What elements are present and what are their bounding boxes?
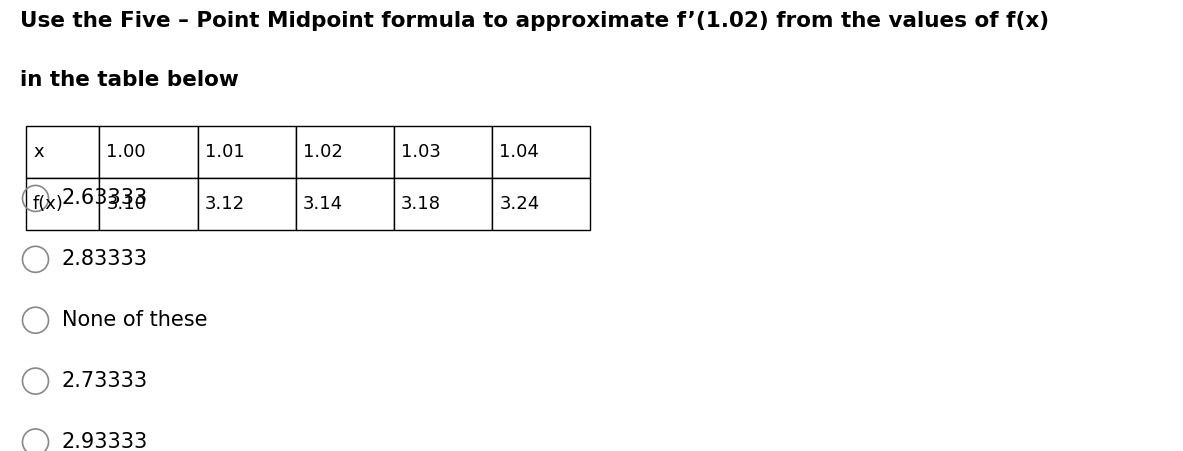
Bar bbox=[296, 178, 394, 230]
Text: f(x): f(x) bbox=[33, 195, 64, 213]
Text: 3.14: 3.14 bbox=[303, 195, 343, 213]
Bar bbox=[492, 126, 590, 178]
Text: 1.01: 1.01 bbox=[205, 143, 245, 161]
Text: 1.02: 1.02 bbox=[303, 143, 343, 161]
Text: 2.83333: 2.83333 bbox=[62, 249, 148, 269]
Text: 2.93333: 2.93333 bbox=[62, 432, 148, 451]
Text: 3.10: 3.10 bbox=[106, 195, 147, 213]
Text: Use the Five – Point Midpoint formula to approximate f’(1.02) from the values of: Use the Five – Point Midpoint formula to… bbox=[20, 11, 1049, 31]
Text: 2.63333: 2.63333 bbox=[62, 189, 148, 208]
Text: 1.04: 1.04 bbox=[499, 143, 539, 161]
Text: 3.12: 3.12 bbox=[205, 195, 245, 213]
Text: in the table below: in the table below bbox=[20, 70, 239, 90]
Text: 1.03: 1.03 bbox=[401, 143, 441, 161]
Text: 3.18: 3.18 bbox=[401, 195, 441, 213]
Bar bbox=[99, 126, 198, 178]
Bar bbox=[296, 126, 394, 178]
Bar bbox=[198, 178, 296, 230]
Bar bbox=[198, 126, 296, 178]
Text: 2.73333: 2.73333 bbox=[62, 371, 148, 391]
Text: None of these: None of these bbox=[62, 310, 207, 330]
Bar bbox=[492, 178, 590, 230]
Text: x: x bbox=[33, 143, 44, 161]
Bar bbox=[26, 126, 99, 178]
Bar bbox=[26, 178, 99, 230]
Text: 1.00: 1.00 bbox=[106, 143, 146, 161]
Text: 3.24: 3.24 bbox=[499, 195, 539, 213]
Bar bbox=[394, 126, 492, 178]
Bar bbox=[99, 178, 198, 230]
Bar bbox=[394, 178, 492, 230]
